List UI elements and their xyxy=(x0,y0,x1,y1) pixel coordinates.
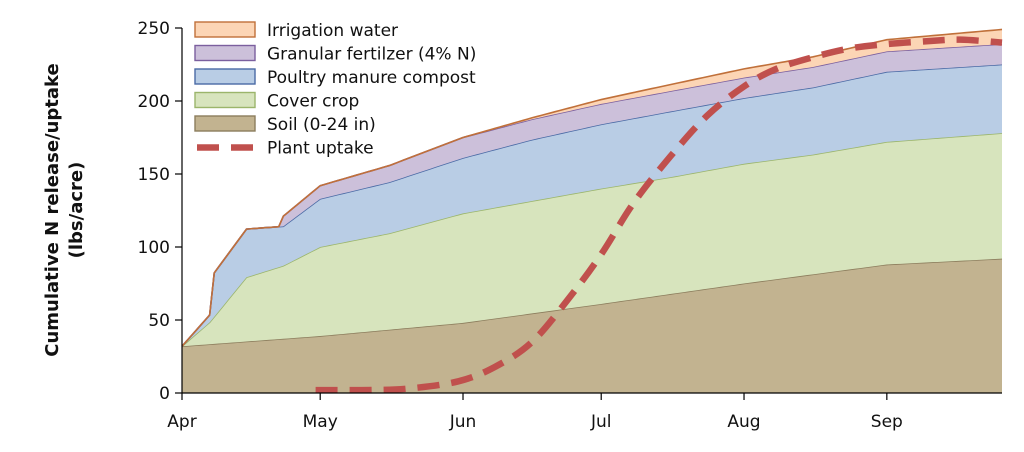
legend-swatch-poultry-manure-compost xyxy=(194,68,256,85)
y-axis-title: Cumulative N release/uptake (lbs/acre) xyxy=(42,63,87,356)
area-soil-0-24-in xyxy=(182,258,1002,393)
legend-label-cover-crop: Cover crop xyxy=(267,92,359,112)
x-tick-label-jun: Jun xyxy=(449,412,477,432)
y-ticks: 0 50 100 150 200 250 xyxy=(138,19,182,404)
y-tick-label-150: 150 xyxy=(138,165,170,185)
y-tick-label-200: 200 xyxy=(138,92,170,112)
legend-label-granular-fertilzer-4-n: Granular fertilzer (4% N) xyxy=(267,45,476,65)
y-tick-label-250: 250 xyxy=(138,19,170,39)
x-tick-label-jul: Jul xyxy=(590,412,612,432)
y-axis-title-line2: (lbs/acre) xyxy=(66,162,87,259)
x-tick-label-sep: Sep xyxy=(871,412,903,432)
legend-swatch-granular-fertilzer-4-n xyxy=(194,44,256,62)
legend-label-soil-0-24-in: Soil (0-24 in) xyxy=(267,115,376,135)
area-poultry-manure-compost xyxy=(182,64,1002,347)
x-tick-label-apr: Apr xyxy=(167,412,196,432)
y-tick-label-0: 0 xyxy=(159,384,170,404)
legend-swatch-cover-crop xyxy=(194,91,256,109)
legend-label-plant-uptake: Plant uptake xyxy=(267,139,374,159)
y-tick-label-50: 50 xyxy=(148,311,170,331)
legend-label-poultry-manure-compost: Poultry manure compost xyxy=(267,68,476,88)
x-ticks: Apr May Jun Jul Aug Sep xyxy=(167,393,903,432)
y-axis-title-line1: Cumulative N release/uptake xyxy=(42,63,63,356)
legend-swatch-irrigation-water xyxy=(194,21,256,38)
uptake-layer xyxy=(315,36,1003,394)
plant-uptake-line xyxy=(315,36,1003,394)
stacked-areas xyxy=(181,28,1003,393)
axes xyxy=(181,28,1002,394)
legend-label-irrigation-water: Irrigation water xyxy=(267,21,398,41)
legend: Irrigation water Granular fertilzer (4% N… xyxy=(194,21,476,159)
area-cover-crop xyxy=(182,133,1002,347)
y-tick-label-100: 100 xyxy=(138,238,170,258)
x-tick-label-aug: Aug xyxy=(727,412,760,432)
legend-swatch-soil-0-24-in xyxy=(194,115,256,132)
x-tick-label-may: May xyxy=(303,412,338,432)
